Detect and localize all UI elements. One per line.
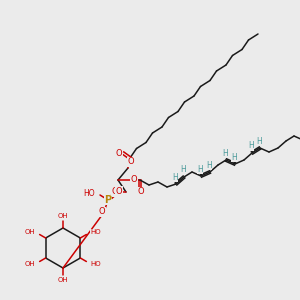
- Text: O: O: [99, 208, 105, 217]
- Text: H: H: [197, 164, 203, 173]
- Text: O: O: [138, 188, 144, 196]
- Text: OH: OH: [25, 229, 35, 235]
- Text: O: O: [116, 187, 122, 196]
- Text: H: H: [222, 148, 228, 158]
- Text: OH: OH: [58, 277, 68, 283]
- Text: O: O: [128, 158, 134, 166]
- Text: H: H: [172, 172, 178, 182]
- Text: HO: HO: [91, 261, 101, 267]
- Text: H: H: [256, 136, 262, 146]
- Text: O: O: [116, 149, 122, 158]
- Text: H: H: [206, 160, 212, 169]
- Text: OH: OH: [25, 261, 35, 267]
- Text: O: O: [131, 176, 137, 184]
- Text: O: O: [112, 188, 118, 196]
- Text: H: H: [180, 166, 186, 175]
- Text: HO: HO: [83, 190, 95, 199]
- Text: H: H: [248, 142, 254, 151]
- Text: H: H: [231, 152, 237, 161]
- Text: OH: OH: [58, 213, 68, 219]
- Text: P: P: [104, 195, 112, 205]
- Text: HO: HO: [91, 229, 101, 235]
